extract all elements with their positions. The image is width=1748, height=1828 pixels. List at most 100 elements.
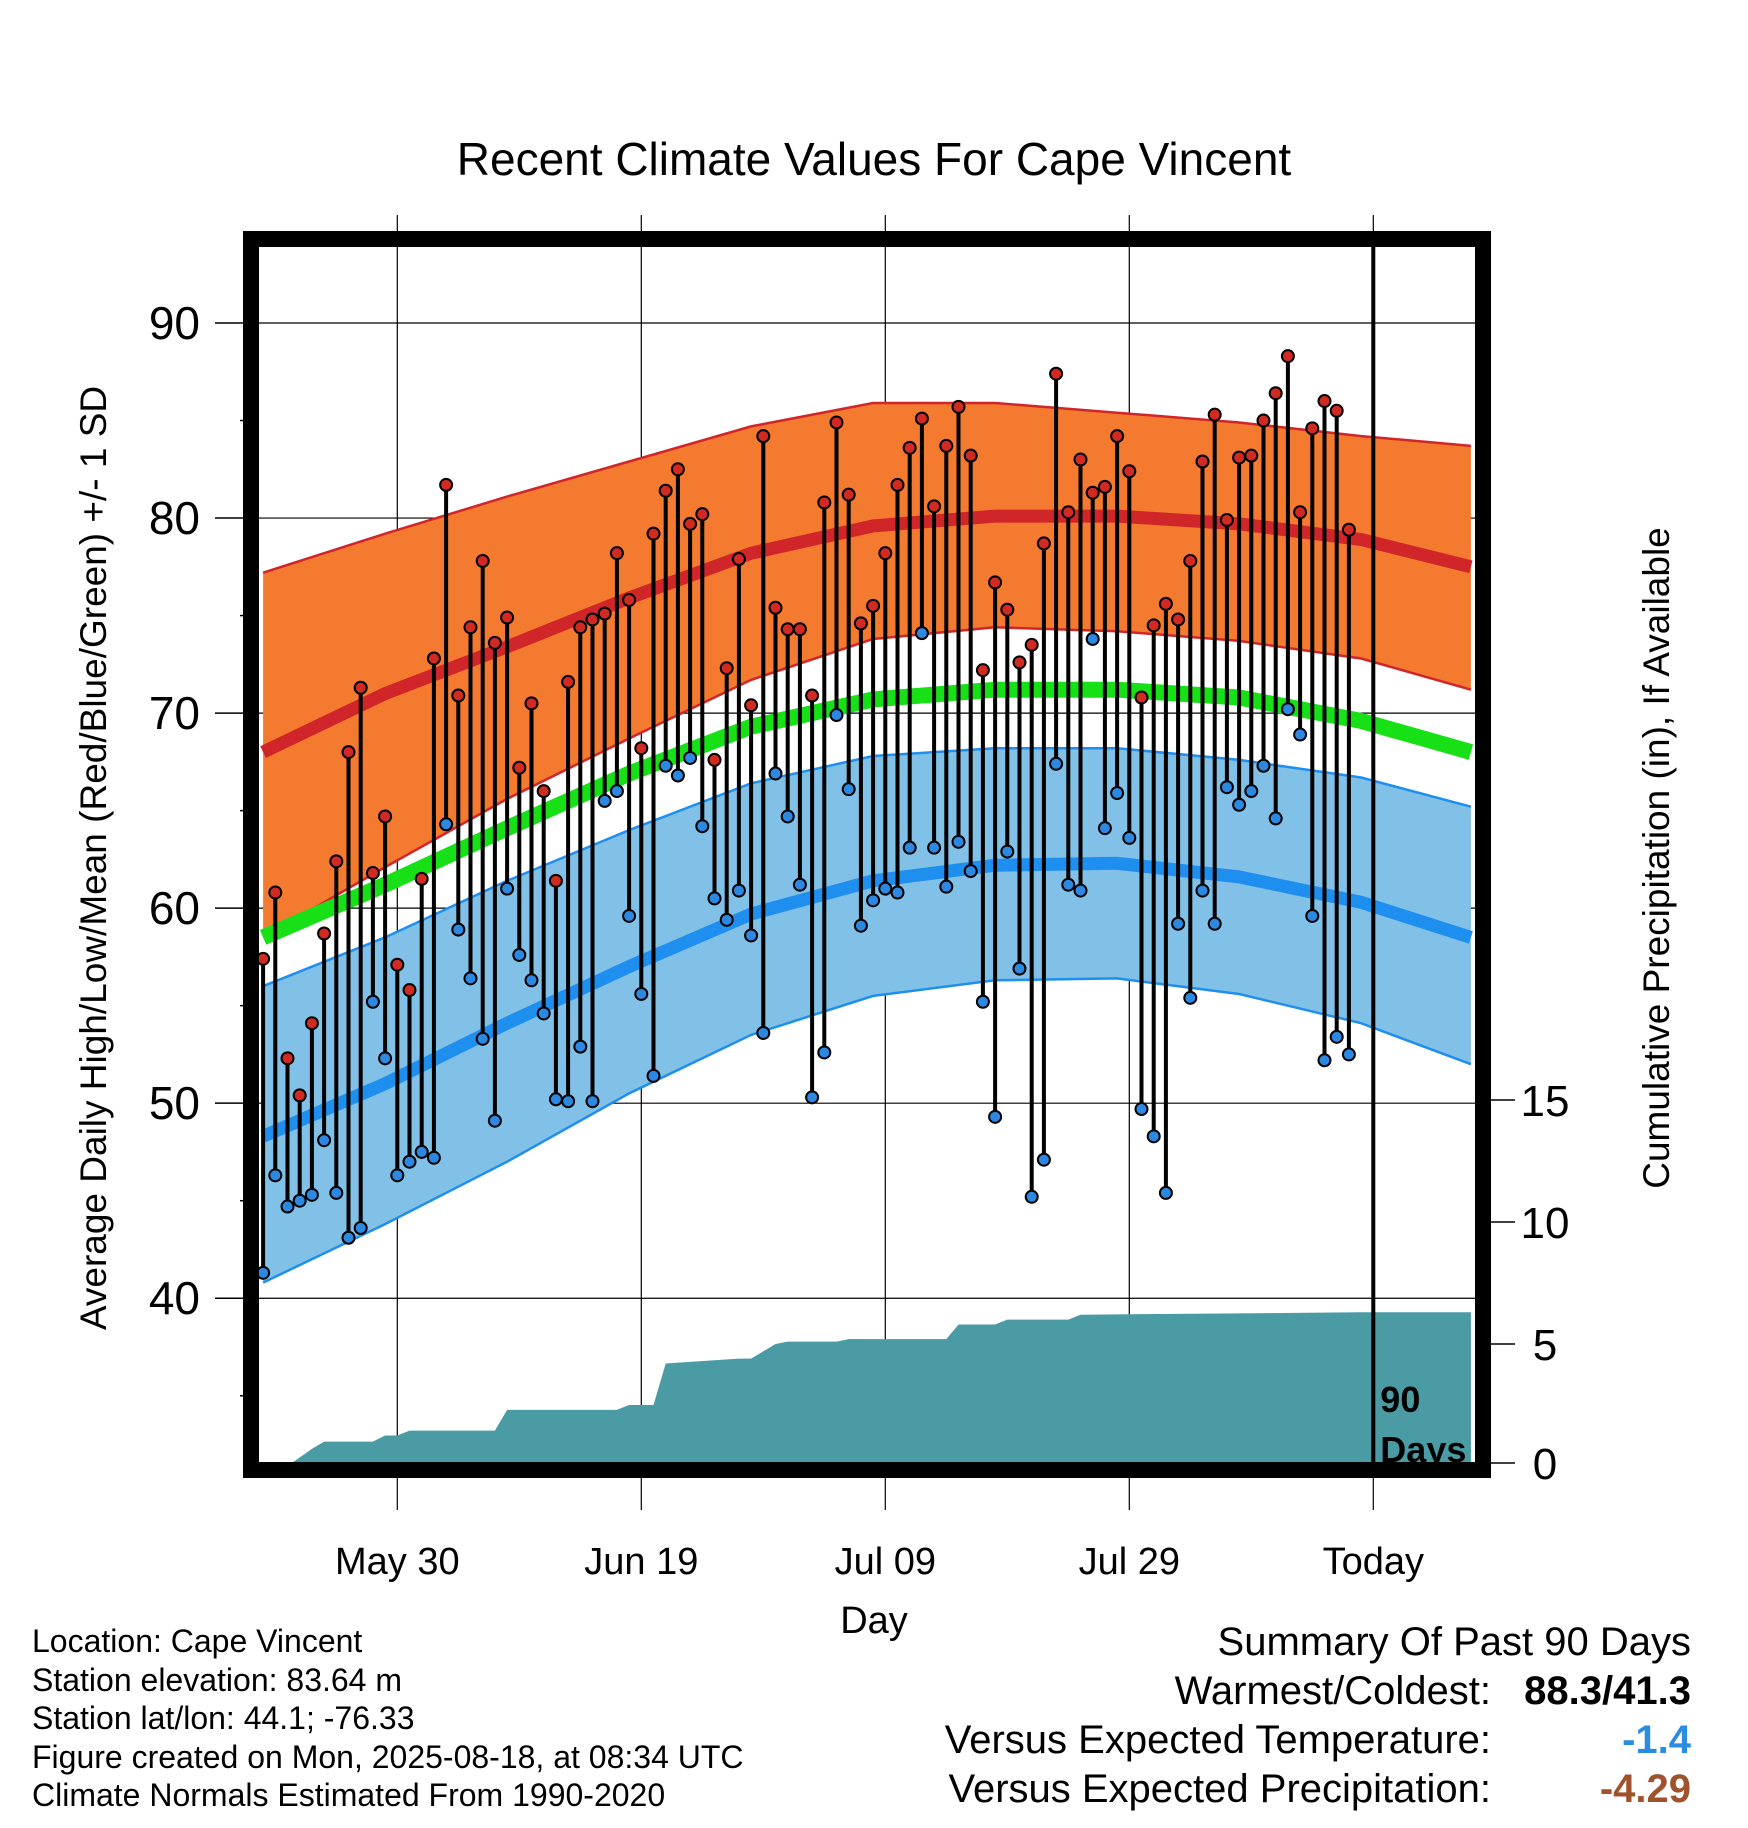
obs-low-dot-19 <box>487 1113 502 1128</box>
obs-low-dot-13 <box>414 1144 429 1159</box>
obs-low-dot-2 <box>280 1199 295 1214</box>
obs-high-dot-49 <box>853 616 868 631</box>
high-band-upper-edge <box>262 401 1472 574</box>
obs-high-dot-67 <box>1073 452 1088 467</box>
obs-low-dot-15 <box>439 817 454 832</box>
obs-low-dot-20 <box>500 881 515 896</box>
x-tick-label-1: Jun 19 <box>584 1541 698 1583</box>
obs-low-dot-29 <box>609 784 624 799</box>
obs-high-dot-72 <box>1134 690 1149 705</box>
obs-low-dot-7 <box>341 1230 356 1245</box>
obs-low-dot-32 <box>646 1068 661 1083</box>
y-tick-label-50: 50 <box>149 1077 200 1129</box>
obs-high-dot-65 <box>1049 366 1064 381</box>
obs-high-dot-32 <box>646 526 661 541</box>
chart-title: Recent Climate Values For Cape Vincent <box>457 133 1292 185</box>
obs-low-dot-77 <box>1195 883 1210 898</box>
obs-low-dot-50 <box>866 893 881 908</box>
obs-high-dot-50 <box>866 598 881 613</box>
obs-high-dot-35 <box>683 516 698 531</box>
obs-low-dot-69 <box>1097 821 1112 836</box>
obs-high-dot-56 <box>939 438 954 453</box>
obs-low-dot-70 <box>1110 786 1125 801</box>
obs-high-dot-62 <box>1012 655 1027 670</box>
obs-low-dot-21 <box>512 947 527 962</box>
plot-frame <box>243 231 1491 1478</box>
y-tick-label-70: 70 <box>149 687 200 739</box>
obs-high-dot-30 <box>622 592 637 607</box>
temp-value: -1.4 <box>1622 1718 1691 1762</box>
obs-high-dot-27 <box>585 612 600 627</box>
obs-low-dot-73 <box>1146 1129 1161 1144</box>
normals-text: Climate Normals Estimated From 1990-2020 <box>32 1777 666 1813</box>
obs-low-dot-54 <box>914 626 929 641</box>
obs-high-dot-57 <box>951 399 966 414</box>
precip-row: Versus Expected Precipitation: -4.29 <box>945 1765 1691 1814</box>
obs-low-dot-82 <box>1256 758 1271 773</box>
obs-low-dot-45 <box>805 1090 820 1105</box>
obs-low-dot-6 <box>329 1185 344 1200</box>
obs-low-dot-39 <box>731 883 746 898</box>
obs-low-dot-53 <box>902 840 917 855</box>
obs-high-dot-43 <box>780 622 795 637</box>
obs-high-dot-46 <box>817 495 832 510</box>
obs-low-dot-41 <box>756 1025 771 1040</box>
obs-low-dot-44 <box>792 877 807 892</box>
precip-area <box>290 1312 1471 1464</box>
summary-title: Summary Of Past 90 Days <box>1217 1620 1691 1664</box>
obs-high-dot-36 <box>695 507 710 522</box>
obs-high-dot-71 <box>1122 464 1137 479</box>
obs-low-dot-59 <box>975 994 990 1009</box>
obs-high-dot-13 <box>414 871 429 886</box>
obs-high-dot-23 <box>536 784 551 799</box>
obs-low-dot-71 <box>1122 830 1137 845</box>
obs-high-dot-80 <box>1232 450 1247 465</box>
obs-low-dot-35 <box>683 750 698 765</box>
obs-low-dot-4 <box>304 1187 319 1202</box>
obs-low-dot-46 <box>817 1045 832 1060</box>
obs-high-dot-22 <box>524 696 539 711</box>
obs-high-dot-7 <box>341 745 356 760</box>
obs-low-dot-80 <box>1232 797 1247 812</box>
obs-high-dot-53 <box>902 440 917 455</box>
obs-high-dot-59 <box>975 663 990 678</box>
obs-low-dot-51 <box>878 881 893 896</box>
obs-high-dot-78 <box>1207 407 1222 422</box>
obs-high-dot-52 <box>890 477 905 492</box>
obs-high-dot-1 <box>268 885 283 900</box>
obs-high-dot-55 <box>927 499 942 514</box>
obs-high-dot-60 <box>988 575 1003 590</box>
low-band-lower-edge <box>262 977 1472 1284</box>
obs-high-dot-9 <box>365 866 380 881</box>
obs-low-dot-66 <box>1061 877 1076 892</box>
obs-high-dot-66 <box>1061 505 1076 520</box>
obs-high-dot-74 <box>1158 596 1173 611</box>
obs-low-dot-83 <box>1268 811 1283 826</box>
obs-low-dot-3 <box>292 1193 307 1208</box>
obs-low-dot-63 <box>1024 1189 1039 1204</box>
x-tick-label-4: Today <box>1323 1541 1424 1583</box>
obs-low-dot-5 <box>317 1133 332 1148</box>
obs-high-dot-51 <box>878 546 893 561</box>
obs-high-dot-12 <box>402 983 417 998</box>
warm-cold-value: 88.3/41.3 <box>1524 1669 1691 1713</box>
precip-value: -4.29 <box>1599 1767 1691 1811</box>
obs-low-dot-78 <box>1207 916 1222 931</box>
obs-low-dot-48 <box>841 782 856 797</box>
obs-low-dot-72 <box>1134 1102 1149 1117</box>
obs-high-dot-68 <box>1085 485 1100 500</box>
obs-low-dot-61 <box>1000 844 1015 859</box>
obs-low-dot-79 <box>1219 780 1234 795</box>
latlon-text: Station lat/lon: 44.1; -76.33 <box>32 1700 415 1736</box>
obs-low-dot-33 <box>658 758 673 773</box>
today-days-label-0: 90 <box>1380 1379 1420 1420</box>
y2-axis-label: Cumulative Precipitation (in), If Availa… <box>1636 527 1677 1189</box>
obs-high-dot-40 <box>744 698 759 713</box>
temp-label: Versus Expected Temperature: <box>944 1718 1491 1762</box>
temp-row: Versus Expected Temperature: -1.4 <box>945 1716 1691 1765</box>
obs-low-dot-26 <box>573 1039 588 1054</box>
y2-tick-label-10: 10 <box>1521 1199 1570 1248</box>
normal-high-line <box>260 509 1473 758</box>
obs-low-dot-16 <box>451 922 466 937</box>
